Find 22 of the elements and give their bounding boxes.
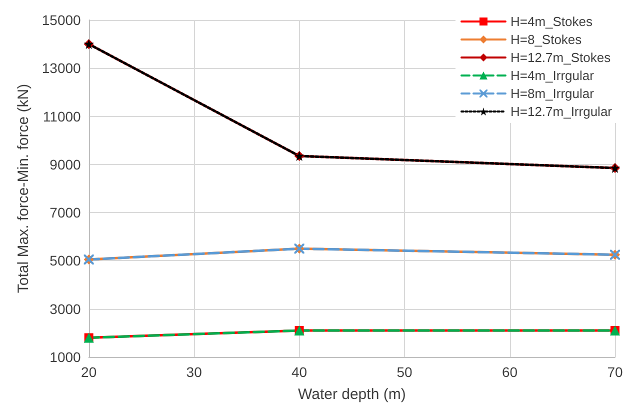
y-tick-label: 7000: [50, 204, 82, 221]
y-tick-label: 13000: [42, 60, 82, 76]
legend-label: H=12.7m_Stokes: [510, 50, 612, 65]
x-tick-label: 40: [292, 364, 308, 380]
y-tick-label: 3000: [50, 300, 82, 317]
x-tick-label: 20: [81, 364, 97, 380]
x-tick-label: 30: [186, 364, 202, 380]
legend-label: H=12.7m_Irrgular: [510, 104, 613, 119]
legend-label: H=8_Stokes: [510, 32, 582, 47]
x-tick-label: 50: [396, 364, 413, 380]
x-tick-label: 60: [502, 364, 518, 380]
legend-label: H=4m_Irrgular: [510, 68, 595, 83]
y-tick-label: 15000: [42, 12, 82, 28]
x-tick-label: 70: [607, 364, 623, 380]
y-tick-label: 9000: [50, 156, 82, 172]
x-axis-title: Water depth (m): [298, 386, 406, 403]
y-tick-label: 11000: [42, 108, 82, 124]
legend-label: H=8m_Irrgular: [510, 86, 595, 101]
y-axis-title: Total Max. force-Min. force (kN): [15, 84, 32, 294]
y-tick-label: 1000: [50, 349, 82, 365]
y-tick-label: 5000: [50, 252, 82, 269]
legend-label: H=4m_Stokes: [510, 14, 593, 29]
